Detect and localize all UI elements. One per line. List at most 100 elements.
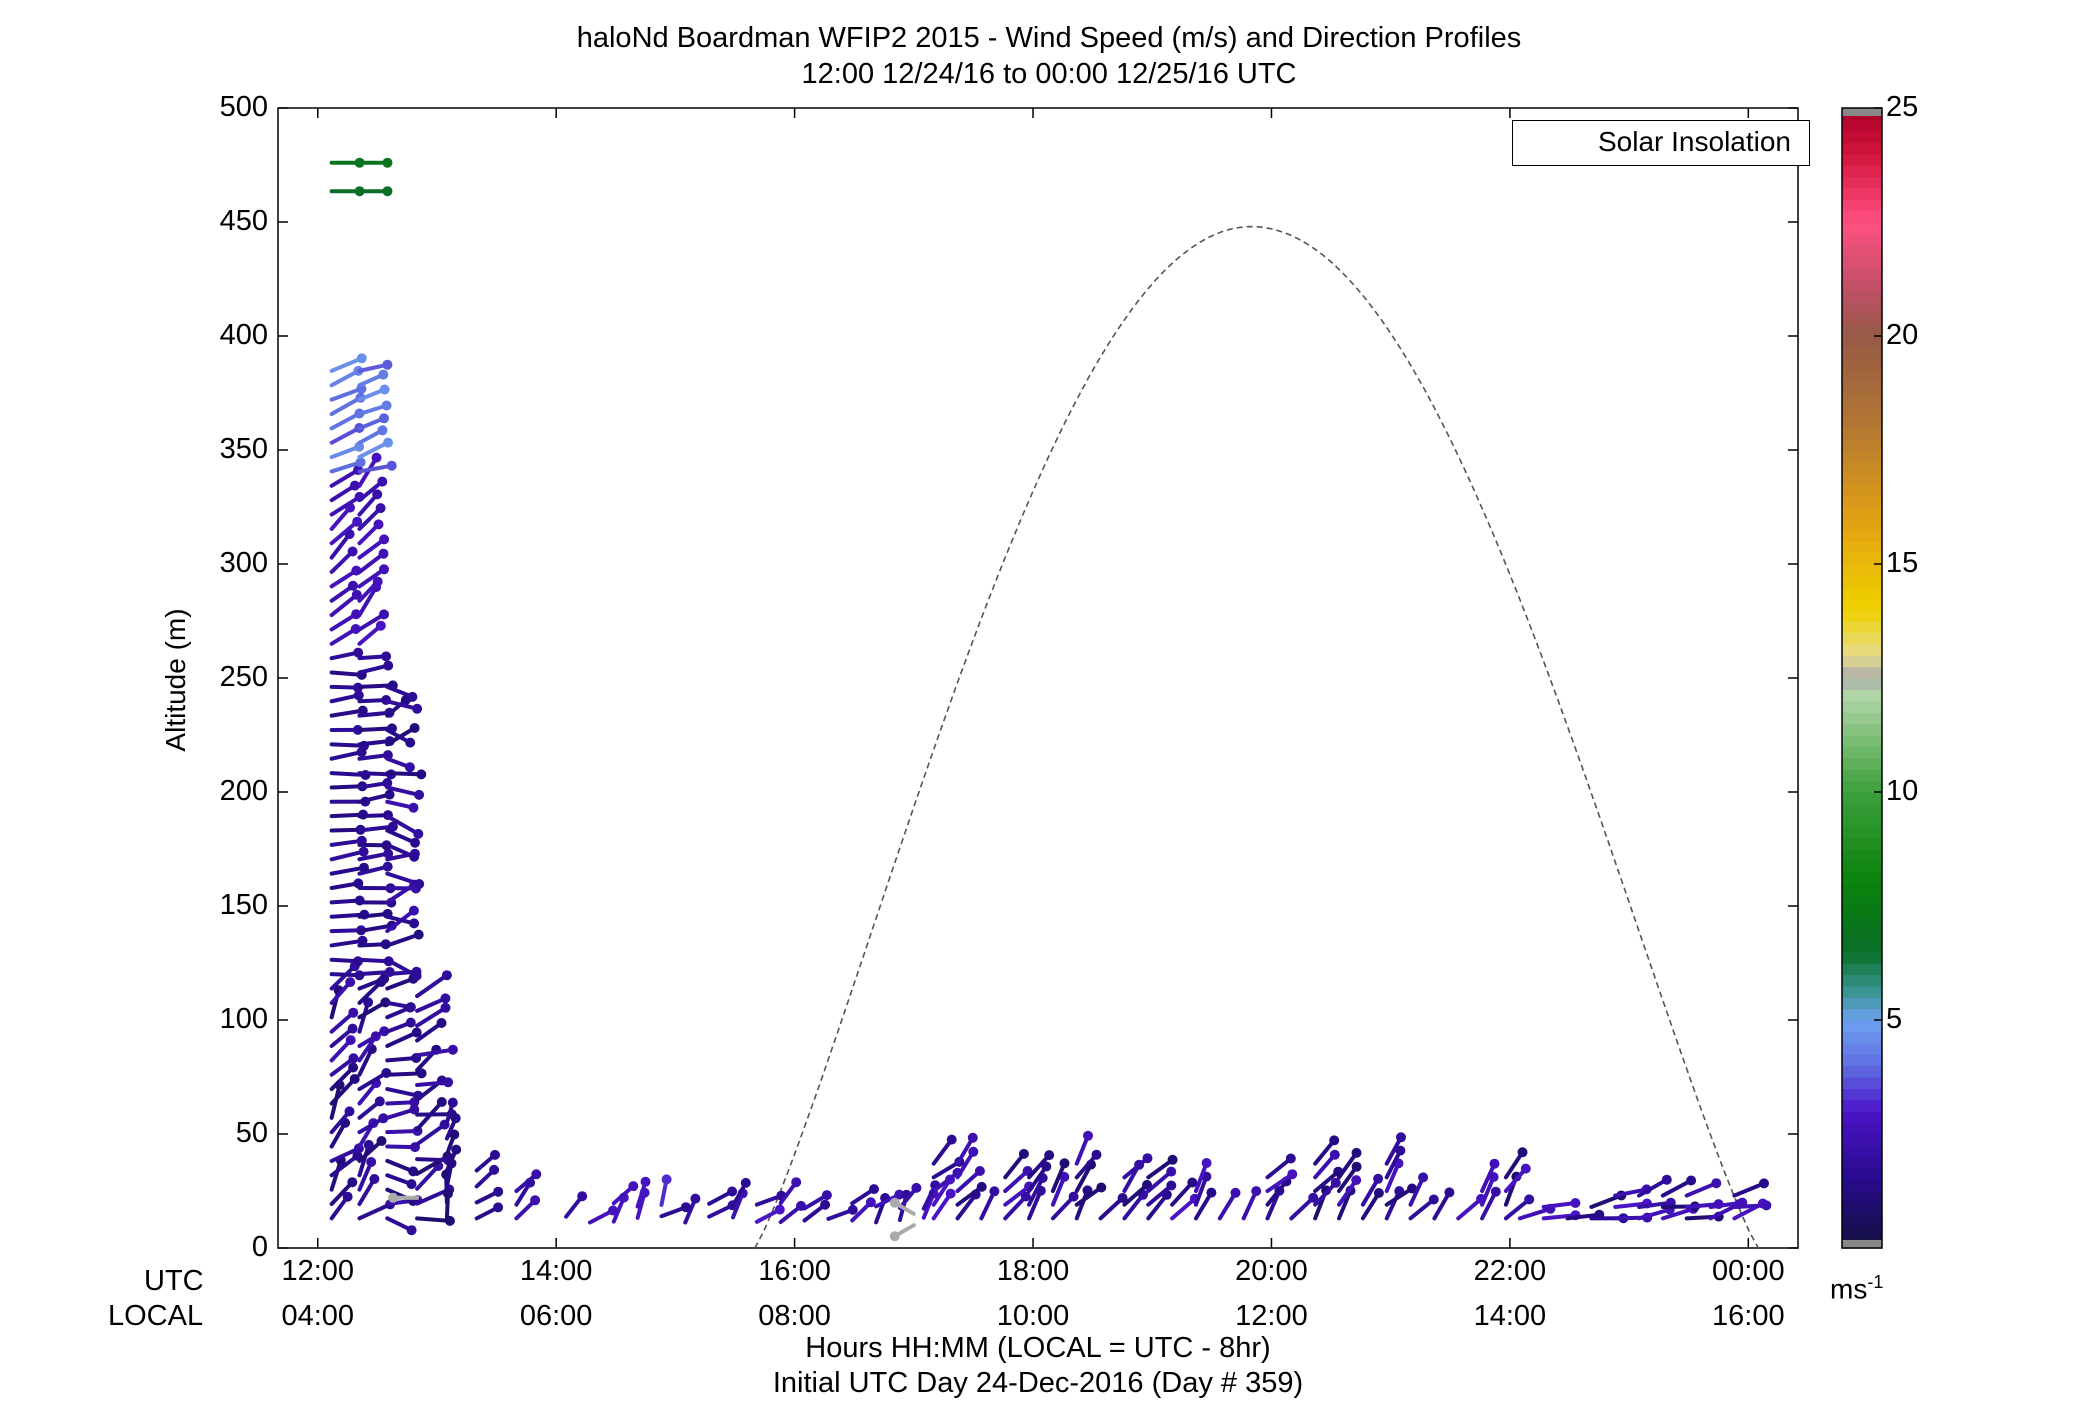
wind-barb: [1480, 1186, 1501, 1221]
wind-barb: [1660, 1175, 1697, 1198]
x-tick-label-local: 14:00: [1473, 1300, 1547, 1332]
wind-barb: [329, 1023, 358, 1048]
wind-barb: [385, 1027, 422, 1048]
wind-barb: [1337, 1175, 1362, 1207]
wind-barb: [444, 1113, 461, 1141]
wind-barb: [659, 1202, 691, 1219]
wind-barb: [385, 684, 418, 702]
wind-barb: [357, 519, 384, 546]
colorbar-segment: [1842, 575, 1882, 588]
wind-barb: [1146, 1154, 1178, 1180]
chart-subtitle: 12:00 12/24/16 to 00:00 12/25/16 UTC: [801, 58, 1297, 90]
colorbar-segment: [1842, 792, 1882, 804]
wind-barb: [874, 1189, 905, 1209]
x-tick-label-utc: 18:00: [996, 1255, 1070, 1287]
colorbar-segment: [1842, 666, 1882, 679]
x-axis-ticks: [316, 108, 1750, 1248]
wind-barb: [329, 441, 365, 460]
wind-barb: [707, 1186, 738, 1206]
wind-barb: [357, 413, 389, 431]
colorbar-segment: [1842, 723, 1882, 736]
wind-barb: [357, 460, 397, 474]
colorbar-segment: [1842, 1042, 1882, 1055]
wind-barb: [1541, 1198, 1581, 1209]
colorbar-segment: [1842, 233, 1882, 246]
wind-barb: [329, 353, 367, 373]
colorbar-segment: [1842, 381, 1882, 394]
wind-barb: [329, 457, 366, 474]
colorbar-segment: [1842, 1008, 1882, 1021]
wind-barb: [1074, 1185, 1093, 1221]
wind-barb: [1074, 1149, 1102, 1180]
colorbar-over-cap: [1842, 108, 1882, 116]
wind-barb: [385, 1216, 417, 1236]
colorbar-segment: [1842, 780, 1882, 793]
colorbar-segment: [1842, 757, 1882, 770]
wind-barb: [385, 756, 415, 773]
wind-barb: [357, 564, 389, 589]
wind-barb: [329, 580, 358, 603]
wind-barb: [357, 425, 388, 445]
wind-barb: [329, 1074, 360, 1106]
wind-barb: [850, 1184, 879, 1206]
colorbar-segment: [1842, 279, 1882, 291]
wind-barb: [659, 1174, 672, 1207]
x-tick-label-local: 08:00: [758, 1300, 831, 1332]
colorbar-segment: [1842, 393, 1882, 405]
colorbar-segment: [1842, 438, 1882, 451]
colorbar-segment: [1842, 769, 1882, 782]
wind-barb: [357, 609, 389, 632]
wind-barb: [955, 1132, 978, 1166]
y-tick-label: 500: [219, 91, 268, 123]
wind-barb: [1503, 1163, 1531, 1193]
colorbar-segment: [1842, 119, 1882, 132]
plot-area: [277, 107, 1799, 1249]
local-row-label: LOCAL: [108, 1300, 204, 1332]
colorbar-segment: [1842, 222, 1882, 234]
wind-barb: [1503, 1194, 1535, 1221]
colorbar-segment: [1842, 518, 1882, 531]
wind-barb: [731, 1177, 751, 1208]
y-tick-label: 50: [235, 1117, 268, 1149]
colorbar-segment: [1842, 1168, 1882, 1181]
x-tick-label-local: 06:00: [519, 1300, 593, 1332]
colorbar-segment: [1842, 1065, 1882, 1078]
colorbar-segment: [1842, 1156, 1882, 1169]
wind-barb: [802, 1190, 832, 1211]
wind-barb: [357, 1157, 377, 1192]
colorbar-tick-label: 10: [1886, 775, 1919, 807]
wind-barb: [329, 1053, 359, 1077]
wind-barb: [1384, 1145, 1406, 1180]
colorbar-segment: [1842, 655, 1882, 668]
wind-barb: [1732, 1200, 1772, 1211]
colorbar-segment: [1842, 814, 1882, 827]
wind-barb: [357, 437, 393, 460]
wind-barb: [1637, 1174, 1672, 1198]
wind-barb: [385, 828, 420, 848]
wind-barb: [1432, 1187, 1455, 1221]
wind-barb: [931, 1188, 956, 1221]
wind-barb: [1146, 1180, 1177, 1207]
colorbar-segment: [1842, 940, 1882, 953]
colorbar-segment: [1842, 963, 1882, 975]
wind-barbs: [329, 157, 1772, 1242]
colorbar-segment: [1842, 153, 1882, 166]
colorbar-segment: [1842, 130, 1882, 143]
wind-barb: [931, 1134, 957, 1166]
wind-barb: [1313, 1177, 1341, 1207]
wind-barb: [357, 548, 389, 574]
colorbar-segment: [1842, 837, 1882, 850]
colorbar-segment: [1842, 290, 1882, 303]
wind-barb: [1074, 1130, 1093, 1166]
colorbar-segment: [1842, 917, 1882, 930]
wind-barb: [357, 576, 383, 603]
colorbar-segment: [1842, 450, 1882, 462]
wind-barb: [1265, 1153, 1296, 1180]
wind-barb: [357, 660, 394, 675]
wind-barb: [1408, 1194, 1439, 1221]
colorbar-segment: [1842, 1145, 1882, 1158]
wind-barb: [415, 1077, 454, 1088]
wind-barb: [329, 1177, 358, 1206]
colorbar-segment: [1842, 165, 1882, 177]
wind-barb: [1265, 1169, 1298, 1193]
